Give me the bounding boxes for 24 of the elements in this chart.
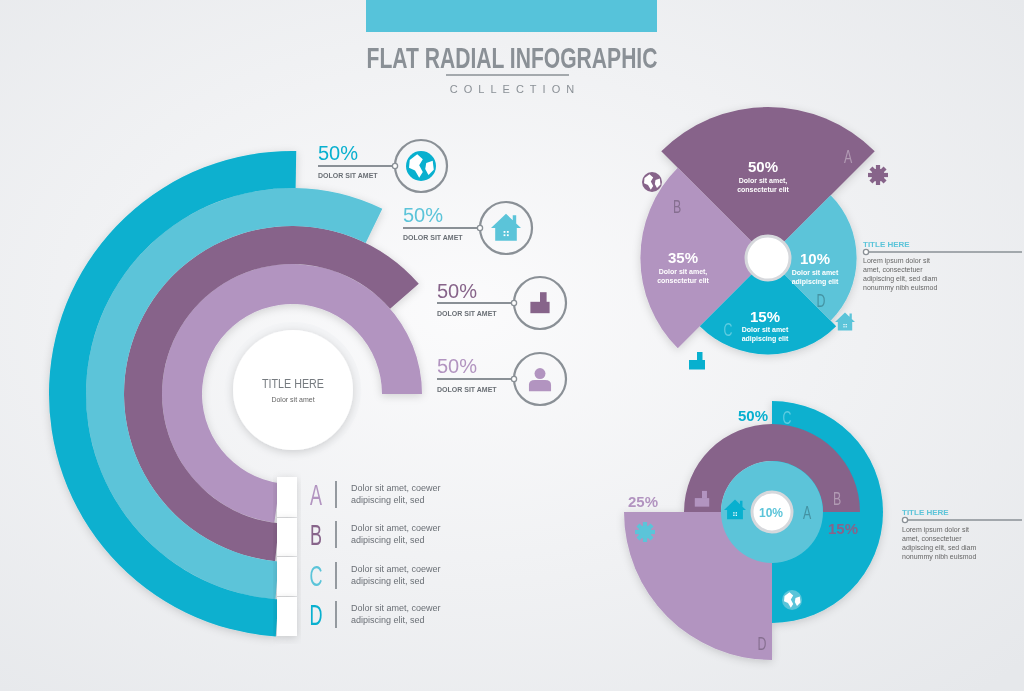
- data-label: 50%: [747, 158, 779, 175]
- category-label: A: [310, 478, 323, 512]
- data-label: 35%: [667, 249, 699, 266]
- text: TITLE HERE: [902, 508, 950, 517]
- text: FLAT RADIAL INFOGRAPHIC: [366, 41, 658, 74]
- text: TITLE HERE: [262, 376, 325, 392]
- text: Dolor sit amet, coewer adipiscing elit, sed: [351, 483, 441, 505]
- text: Dolor sit amet, coewer adipiscing elit, sed: [351, 523, 441, 545]
- text: 15%: [827, 520, 859, 537]
- text: COLLECTION: [449, 83, 581, 95]
- text: Dolor sit amet, coewer adipiscing elit, sed: [351, 603, 441, 625]
- data-label: 15%: [749, 308, 781, 325]
- category-label: C: [782, 406, 792, 428]
- text: 10%: [758, 506, 784, 520]
- data-label: 10%: [799, 250, 831, 267]
- text: TITLE HERE: [863, 240, 911, 249]
- text: Dolor sit amet, coewer adipiscing elit, sed: [351, 564, 441, 586]
- text: 50%: [737, 407, 769, 424]
- text: 50%: [318, 142, 359, 164]
- text: 25%: [627, 493, 659, 510]
- category-label: C: [309, 559, 323, 593]
- category-label: B: [310, 518, 322, 552]
- category-label: D: [309, 598, 323, 632]
- category-label: C: [723, 318, 733, 340]
